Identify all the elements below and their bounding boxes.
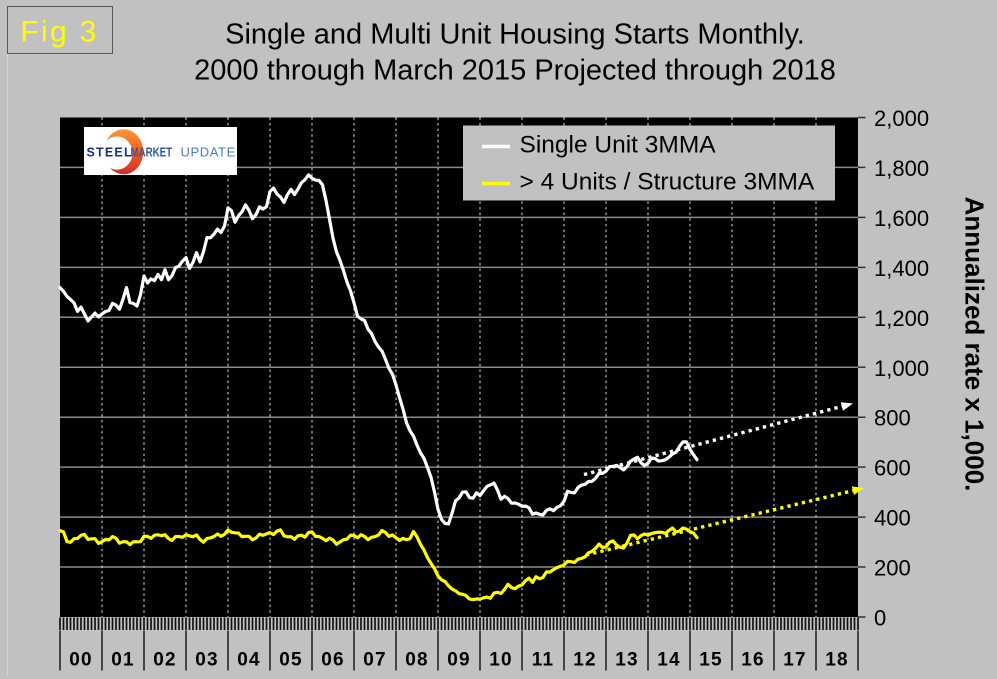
svg-text:05: 05: [279, 650, 303, 671]
svg-text:400: 400: [874, 506, 911, 531]
svg-text:18: 18: [825, 650, 849, 671]
svg-text:11: 11: [532, 650, 555, 671]
svg-text:1,600: 1,600: [874, 206, 929, 231]
svg-text:Single Unit 3MMA: Single Unit 3MMA: [520, 132, 717, 159]
svg-text:14: 14: [657, 650, 681, 671]
svg-text:2000 through March 2015 Projec: 2000 through March 2015 Projected throug…: [194, 55, 836, 87]
svg-text:09: 09: [447, 650, 471, 671]
svg-text:00: 00: [69, 650, 93, 671]
svg-text:10: 10: [489, 650, 513, 671]
svg-text:Annualized rate x 1,000.: Annualized rate x 1,000.: [960, 197, 990, 492]
svg-text:03: 03: [195, 650, 219, 671]
svg-text:> 4 Units / Structure 3MMA: > 4 Units / Structure 3MMA: [520, 169, 815, 196]
svg-text:15: 15: [699, 650, 723, 671]
svg-text:01: 01: [111, 650, 135, 671]
svg-text:Fig 3: Fig 3: [20, 16, 98, 49]
svg-text:STEEL: STEEL: [87, 146, 133, 160]
svg-text:1,000: 1,000: [874, 356, 929, 381]
svg-text:2,000: 2,000: [874, 106, 929, 131]
svg-text:04: 04: [237, 650, 261, 671]
svg-text:07: 07: [363, 650, 387, 671]
svg-text:200: 200: [874, 556, 911, 581]
svg-text:13: 13: [615, 650, 639, 671]
svg-text:02: 02: [153, 650, 177, 671]
svg-text:17: 17: [783, 650, 807, 671]
svg-text:1,400: 1,400: [874, 256, 929, 281]
svg-text:Single and Multi Unit Housing: Single and Multi Unit Housing Starts Mon…: [225, 19, 805, 51]
svg-text:16: 16: [741, 650, 765, 671]
svg-text:12: 12: [573, 650, 597, 671]
svg-text:1,200: 1,200: [874, 306, 929, 331]
svg-text:08: 08: [405, 650, 429, 671]
svg-text:800: 800: [874, 406, 911, 431]
svg-text:UPDATE: UPDATE: [181, 145, 236, 160]
svg-text:0: 0: [874, 606, 886, 631]
svg-text:1,800: 1,800: [874, 156, 929, 181]
svg-text:MARKET: MARKET: [131, 146, 173, 160]
svg-text:600: 600: [874, 456, 911, 481]
svg-text:06: 06: [321, 650, 345, 671]
